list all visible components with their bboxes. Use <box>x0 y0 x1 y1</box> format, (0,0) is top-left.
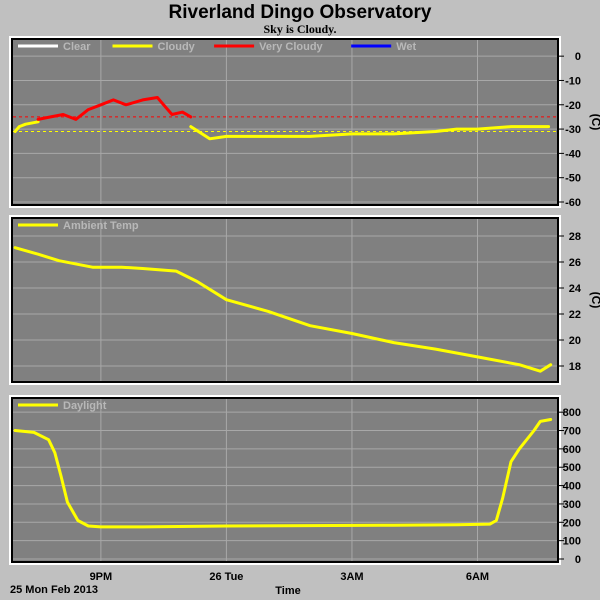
plot-area <box>13 399 557 561</box>
y-tick-label: 400 <box>563 481 581 493</box>
y-tick-label: -40 <box>565 148 581 160</box>
y-tick-label: 500 <box>563 462 581 474</box>
y-tick-label: 600 <box>563 444 581 456</box>
series-line <box>13 246 553 373</box>
y-tick-label: 0 <box>575 51 581 63</box>
y-tick-label: 22 <box>569 309 581 321</box>
series-line <box>13 418 553 529</box>
panel-ambient: 28 26 24 22 20 18 (C) Ambient Temp <box>9 215 600 385</box>
y-tick-label: -50 <box>565 173 581 185</box>
x-axis-label: Time <box>275 585 300 597</box>
series-line <box>189 125 551 141</box>
y-tick-label: -60 <box>565 197 581 209</box>
legend-label: Wet <box>396 41 416 53</box>
panel-sky: 0 -10 -20 -30 -40 -50 -60 (C) Clear Cloudy Very Cl… <box>9 36 600 209</box>
y-unit-label: (C) <box>589 292 600 309</box>
legend-label: Very Cloudy <box>259 41 323 53</box>
y-tick-label: -20 <box>565 100 581 112</box>
y-tick-label: -10 <box>565 75 581 87</box>
legend-label: Daylight <box>63 400 107 412</box>
x-tick-label: 6AM <box>466 571 489 583</box>
chart-subtitle: Sky is Cloudy. <box>263 22 336 36</box>
y-tick-label: 24 <box>569 283 582 295</box>
series-line <box>13 120 40 133</box>
x-tick-label: 3AM <box>340 571 363 583</box>
legend-label: Ambient Temp <box>63 220 139 232</box>
chart-title: Riverland Dingo Observatory <box>169 2 432 23</box>
y-unit-label: (C) <box>589 114 600 131</box>
y-tick-label: 700 <box>563 426 581 438</box>
legend-label: Cloudy <box>158 41 196 53</box>
y-tick-label: -30 <box>565 124 581 136</box>
y-tick-label: 800 <box>563 407 581 419</box>
date-label: 25 Mon Feb 2013 <box>10 584 98 596</box>
x-tick-label: 9PM <box>90 571 113 583</box>
legend-label: Clear <box>63 41 91 53</box>
panel-daylight: 800 700 600 500 400 300 200 100 0 Daylight <box>9 395 581 566</box>
y-tick-label: 18 <box>569 361 581 373</box>
y-tick-label: 26 <box>569 257 581 269</box>
y-tick-label: 0 <box>575 554 581 566</box>
x-tick-label: 26 Tue <box>209 571 243 583</box>
y-tick-label: 100 <box>563 536 581 548</box>
y-tick-label: 200 <box>563 517 581 529</box>
y-tick-label: 20 <box>569 335 581 347</box>
y-tick-label: 300 <box>563 499 581 511</box>
y-tick-label: 28 <box>569 231 581 243</box>
series-line <box>36 96 193 121</box>
plot-area <box>13 40 557 204</box>
